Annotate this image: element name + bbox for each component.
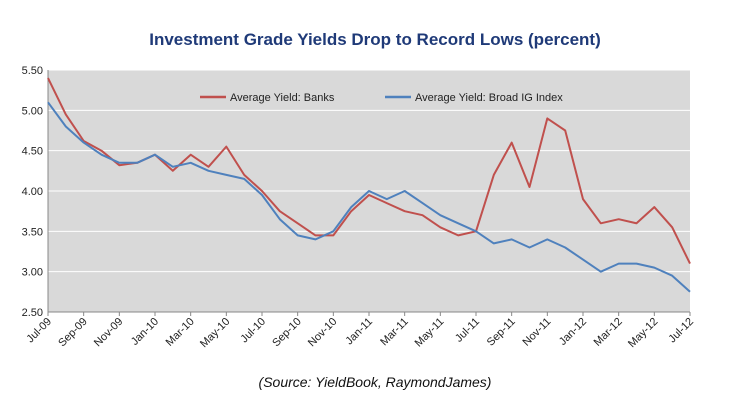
x-tick-label: Sep-09 bbox=[56, 316, 90, 350]
x-tick-label: Sep-11 bbox=[485, 316, 518, 349]
y-tick-label: 4.00 bbox=[22, 186, 43, 198]
x-tick-label: May-12 bbox=[626, 316, 660, 350]
series-line-broad-ig-index bbox=[47, 101, 691, 293]
legend-label: Average Yield: Banks bbox=[230, 92, 335, 104]
x-tick-label: Jul-09 bbox=[24, 316, 54, 346]
y-tick-label: 3.50 bbox=[22, 226, 43, 238]
series-group bbox=[47, 77, 691, 293]
x-tick-label: Jan-12 bbox=[557, 316, 589, 348]
legend-label: Average Yield: Broad IG Index bbox=[415, 92, 563, 104]
y-tick-label: 3.00 bbox=[22, 267, 43, 279]
x-tick-label: Jan-10 bbox=[129, 316, 161, 348]
x-tick-label: Nov-10 bbox=[306, 316, 340, 350]
x-tick-label: Jul-11 bbox=[453, 316, 482, 345]
x-tick-label: Jul-12 bbox=[666, 316, 696, 346]
x-tick-label: Jan-11 bbox=[343, 316, 375, 348]
chart-title: Investment Grade Yields Drop to Record L… bbox=[149, 30, 601, 49]
x-axis: Jul-09 Sep-09 Nov-09 Jan-10 Mar-10 May-10 Jul-… bbox=[24, 312, 696, 350]
x-tick-label: May-11 bbox=[413, 316, 447, 350]
chart-source: (Source: YieldBook, RaymondJames) bbox=[258, 374, 492, 390]
y-tick-label: 4.50 bbox=[22, 146, 43, 158]
y-tick-label: 5.50 bbox=[22, 65, 43, 77]
x-tick-label: Jul-10 bbox=[238, 316, 268, 346]
x-tick-label: Sep-10 bbox=[270, 316, 304, 350]
y-tick-label: 2.50 bbox=[22, 307, 43, 319]
y-tick-label: 5.00 bbox=[22, 105, 43, 117]
x-tick-label: Mar-12 bbox=[592, 316, 625, 349]
x-tick-label: Nov-11 bbox=[520, 316, 553, 349]
x-tick-label: Nov-09 bbox=[92, 316, 126, 350]
x-tick-label: Mar-11 bbox=[378, 316, 411, 349]
legend: Average Yield: Banks Average Yield: Broad… bbox=[200, 92, 563, 104]
x-tick-label: Mar-10 bbox=[164, 316, 197, 349]
x-tick-label: May-10 bbox=[198, 316, 232, 350]
y-axis: 2.50 3.00 3.50 4.00 4.50 5.00 5.50 bbox=[22, 65, 43, 319]
